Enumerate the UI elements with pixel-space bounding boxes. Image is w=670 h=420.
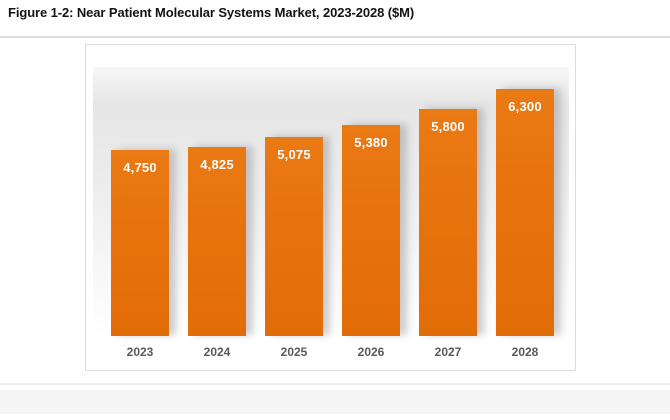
bar-value-label: 5,380: [354, 135, 388, 150]
bar-value-label: 5,075: [277, 147, 311, 162]
title-divider: [0, 36, 670, 38]
bar-2026: 5,380: [342, 125, 400, 336]
bar-2023: 4,750: [111, 150, 169, 336]
x-tick-2025: 2025: [280, 345, 308, 359]
x-tick-2024: 2024: [203, 345, 231, 359]
chart-panel: 4,750 4,825 5,075 5,380 5,800 6,300 2023 2024 2…: [85, 44, 576, 371]
bar-2027: 5,800: [419, 109, 477, 336]
x-tick-2026: 2026: [357, 345, 385, 359]
bar-value-label: 6,300: [508, 99, 542, 114]
x-tick-2023: 2023: [126, 345, 154, 359]
x-tick-2028: 2028: [511, 345, 539, 359]
bar-value-label: 4,825: [200, 157, 234, 172]
footer-divider: [0, 383, 670, 385]
figure-title: Figure 1-2: Near Patient Molecular Syste…: [8, 5, 415, 20]
x-tick-2027: 2027: [434, 345, 462, 359]
bar-value-label: 4,750: [123, 160, 157, 175]
bar-value-label: 5,800: [431, 119, 465, 134]
bar-2028: 6,300: [496, 89, 554, 336]
bar-2024: 4,825: [188, 147, 246, 336]
plot-area: [93, 67, 569, 336]
footer-band: [0, 390, 670, 414]
bar-2025: 5,075: [265, 137, 323, 336]
